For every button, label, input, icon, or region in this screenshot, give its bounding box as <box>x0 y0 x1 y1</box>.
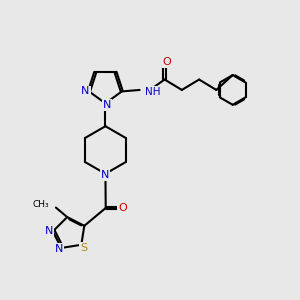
Text: O: O <box>163 57 171 67</box>
Text: N: N <box>103 100 111 110</box>
Text: NH: NH <box>145 87 160 97</box>
Text: S: S <box>80 243 87 253</box>
Text: N: N <box>55 244 63 254</box>
Text: O: O <box>118 203 127 213</box>
Text: N: N <box>81 86 90 96</box>
Text: CH₃: CH₃ <box>33 200 50 209</box>
Text: N: N <box>45 226 53 236</box>
Text: N: N <box>101 170 110 180</box>
